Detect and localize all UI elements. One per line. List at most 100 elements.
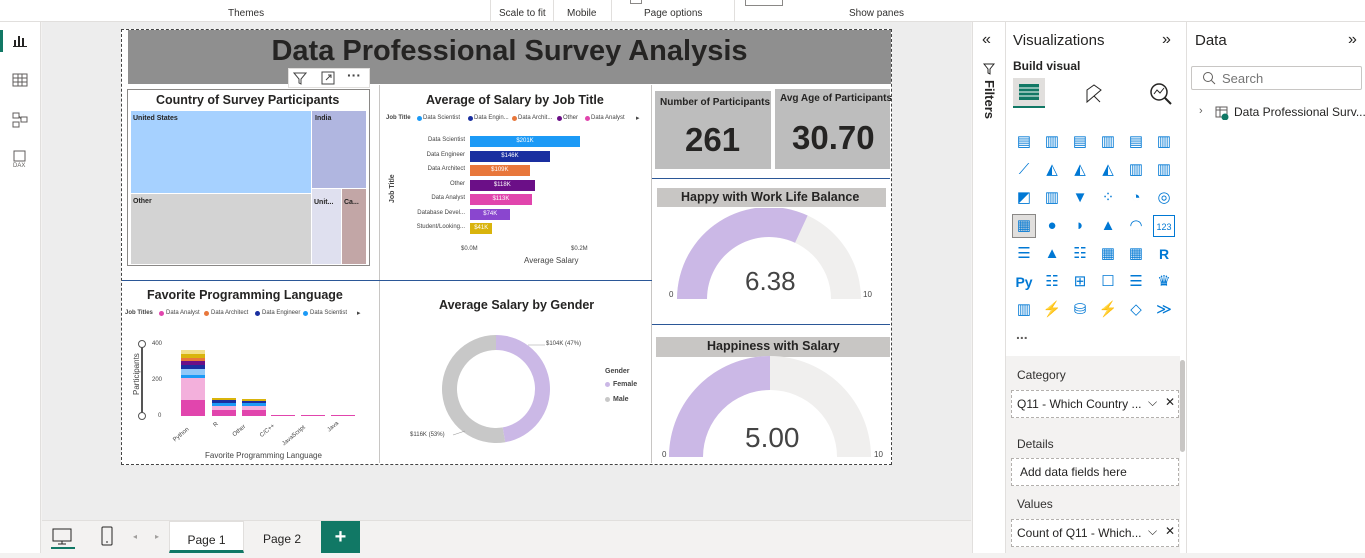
show-panes-box[interactable] [745,0,783,6]
prog-bar-segment[interactable] [242,410,266,416]
ribbon-show-panes[interactable]: Show panes [849,8,905,19]
narrative-visual-icon[interactable]: ☰ [1129,273,1143,290]
prog-bar-segment[interactable] [181,358,205,361]
card-visual-icon[interactable]: 123 [1153,215,1175,237]
job-bar[interactable]: $113K [470,194,532,205]
ribbon-page-options[interactable]: Page options [644,8,703,19]
scatter-visual-icon[interactable]: ⁘ [1101,189,1115,206]
kpi-visual-icon[interactable]: ▲ [1044,245,1060,262]
map-visual-icon[interactable]: ● [1047,217,1057,234]
multi-card-visual-icon[interactable]: ☰ [1017,245,1031,262]
search-input[interactable] [1222,70,1352,86]
remove-field-icon[interactable]: ✕ [1165,524,1176,538]
scroll-right-icon[interactable]: ▸ [155,532,160,541]
paginated-visual-icon[interactable]: ▥ [1016,301,1032,318]
diamond-visual-icon[interactable]: ◇ [1130,301,1142,318]
100-bar-visual-icon[interactable]: ▤ [1128,133,1144,150]
r-visual-visual-icon[interactable]: R [1158,246,1170,262]
stacked-bar-visual-icon[interactable]: ▤ [1016,133,1032,150]
model-view-icon[interactable] [10,112,30,132]
line-column-visual-icon[interactable]: ▥ [1128,161,1144,178]
prog-bar-segment[interactable] [271,415,295,416]
prog-bar-segment[interactable] [181,400,205,416]
scroll-left-icon[interactable]: ◂ [133,532,138,541]
ribbon-scale-to-fit[interactable]: Scale to fit [499,8,546,19]
prog-bar-segment[interactable] [181,375,205,378]
area-visual-icon[interactable]: ◭ [1046,161,1058,178]
happy-salary-gauge[interactable] [662,356,884,460]
power-apps-visual-icon[interactable]: ⚡ [1042,301,1062,318]
stacked-area-visual-icon[interactable]: ◭ [1074,161,1086,178]
slider-handle-bottom[interactable] [138,412,146,420]
chevron-visual-icon[interactable]: ≫ [1156,301,1172,318]
prog-bar-segment[interactable] [181,350,205,354]
stacked-column-visual-icon[interactable]: ▥ [1044,133,1060,150]
build-visual-tab[interactable] [1013,78,1045,108]
waterfall-visual-icon[interactable]: ▥ [1044,189,1060,206]
collapse-filters-icon[interactable]: « [982,31,991,48]
line-visual-icon[interactable]: ⟋ [1018,161,1030,178]
treemap-cell-other[interactable]: Other [131,194,311,264]
slider-handle-top[interactable] [138,340,146,348]
avg-age-card[interactable]: Avg Age of Participants 30.70 [775,89,892,169]
prog-bar-segment[interactable] [181,354,205,358]
prog-lang-zoom-slider[interactable] [141,344,143,416]
male-slice[interactable] [441,335,506,443]
ribbon-visual-icon[interactable]: ◩ [1016,189,1032,206]
matrix-visual-icon[interactable]: ▦ [1128,245,1144,262]
viz-scrollbar[interactable] [1180,360,1185,452]
format-visual-icon[interactable] [1082,82,1106,111]
job-bar[interactable]: $201K [470,136,580,147]
filled-map-visual-icon[interactable]: ◗ [1075,217,1085,234]
more-visuals-icon[interactable]: ... [1016,326,1028,342]
work-life-gauge[interactable] [664,208,876,304]
treemap-cell-us[interactable]: United States [131,111,311,193]
decomp-tree-visual-icon[interactable]: ⊞ [1073,273,1087,290]
prog-bar-segment[interactable] [242,399,266,401]
prog-bar-segment[interactable] [212,403,236,406]
collapse-viz-icon[interactable]: » [1162,31,1171,48]
table-view-icon[interactable] [10,72,30,92]
ribbon-mobile[interactable]: Mobile [567,8,597,19]
prog-bar-segment[interactable] [301,415,325,416]
100-area-visual-icon[interactable]: ◭ [1102,161,1114,178]
data-search-box[interactable] [1191,66,1362,90]
job-bar[interactable]: $41K [470,223,493,234]
remove-field-icon[interactable]: ✕ [1165,395,1176,409]
data-table-name[interactable]: Data Professional Surv... [1234,105,1365,119]
expand-table-icon[interactable]: › [1199,105,1203,117]
prog-bar-segment[interactable] [212,406,236,410]
report-view-icon[interactable] [10,32,30,52]
job-bar[interactable]: $118K [470,179,535,191]
prog-bar-segment[interactable] [212,398,236,400]
treemap-visual-icon[interactable]: ▦ [1012,214,1036,238]
table-visual-icon[interactable]: ▦ [1100,245,1116,262]
treemap-cell-uk[interactable]: Unit... [312,189,341,264]
mobile-layout-icon[interactable] [100,526,114,551]
filters-pane-collapsed[interactable]: « Filters [972,22,1006,553]
key-influencers-visual-icon[interactable]: ☷ [1045,273,1059,290]
prog-bar-segment[interactable] [242,403,266,406]
goals-visual-icon[interactable]: ♛ [1157,273,1171,290]
prog-bar-segment[interactable] [181,365,205,369]
python-visual-visual-icon[interactable]: Py [1015,274,1033,290]
power-automate-visual-icon[interactable]: ⛁ [1073,301,1087,318]
dax-query-view-icon[interactable]: DAX [10,150,30,170]
details-field[interactable]: Add data fields here [1011,458,1179,486]
filter-icon[interactable] [292,71,308,90]
100-column-visual-icon[interactable]: ▥ [1156,133,1172,150]
add-page-button[interactable]: + [321,521,360,553]
more-options-icon[interactable]: ··· [347,67,361,83]
category-field[interactable]: Q11 - Which Country ... ⌵ ✕ [1011,390,1179,418]
desktop-layout-icon[interactable] [51,527,73,552]
treemap-cell-canada[interactable]: Ca... [342,189,366,264]
funnel-visual-icon[interactable]: ▼ [1072,189,1088,206]
job-bar[interactable]: $74K [470,208,511,220]
tab-page-1[interactable]: Page 1 [169,521,244,553]
job-bar[interactable]: $109K [470,165,530,176]
collapse-data-icon[interactable]: » [1348,31,1357,48]
analytics-icon[interactable] [1148,81,1174,112]
pie-visual-icon[interactable]: ◔ [1131,189,1141,206]
female-slice[interactable] [496,335,550,443]
prog-bar-segment[interactable] [242,401,266,403]
